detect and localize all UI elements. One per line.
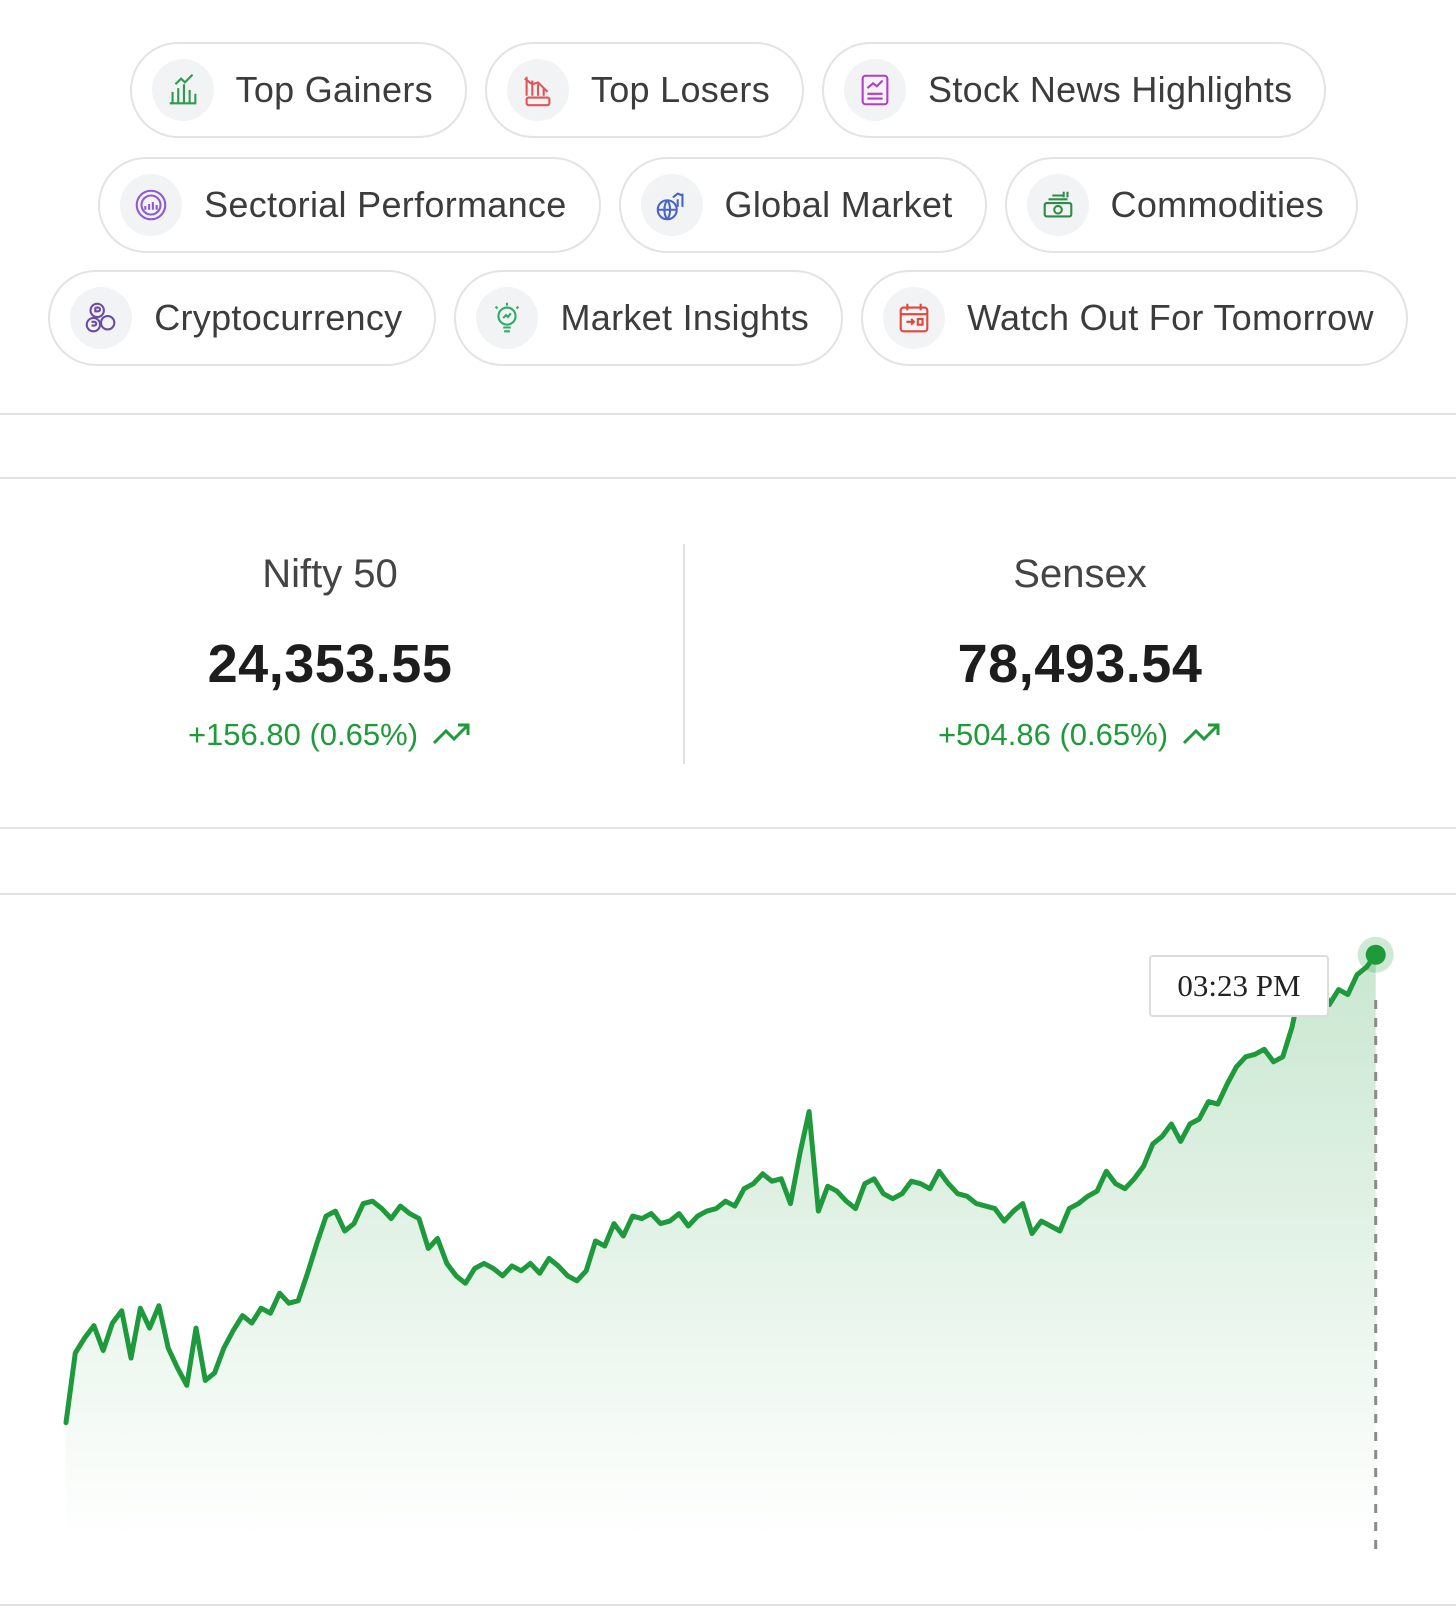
chip-commodities[interactable]: Commodities [1004,157,1358,253]
highlight-point [1365,944,1386,965]
cryptocurrency-icon [70,287,133,349]
chip-label: Commodities [1110,184,1324,225]
divider [0,413,1456,415]
index-name: Nifty 50 [262,552,398,596]
chip-top-losers[interactable]: Top Losers [484,42,805,138]
commodities-icon [1026,174,1089,236]
chip-global-market[interactable]: Global Market [618,157,987,253]
trend-up-icon [432,723,470,745]
tooltip-time: 03:23 PM [1177,968,1301,1003]
chart-series-line [63,952,1379,1426]
market-insights-icon [476,287,539,349]
chip-label: Global Market [724,184,953,225]
intraday-area-chart[interactable] [0,900,1456,1600]
index-nifty-50[interactable]: Nifty 50 24,353.55 +156.80 (0.65%) [30,480,630,828]
chip-market-insights[interactable]: Market Insights [454,270,844,366]
index-change: +504.86 (0.65%) [938,717,1222,753]
chip-cryptocurrency[interactable]: Cryptocurrency [48,270,437,366]
chip-watch-out-for-tomorrow[interactable]: Watch Out For Tomorrow [861,270,1408,366]
top-losers-icon [506,59,569,121]
index-sensex[interactable]: Sensex 78,493.54 +504.86 (0.65%) [780,480,1380,828]
chip-label: Watch Out For Tomorrow [967,297,1374,338]
divider [0,827,1456,829]
chart-area-fill [66,954,1376,1540]
index-change-text: +156.80 (0.65%) [187,717,419,752]
index-change: +156.80 (0.65%) [188,717,472,753]
chip-label: Market Insights [560,297,810,338]
top-gainers-icon [151,59,214,121]
chip-row-2: Sectorial Performance Global Market Comm… [0,157,1456,253]
index-summary: Nifty 50 24,353.55 +156.80 (0.65%) Sense… [0,480,1456,828]
chip-label: Cryptocurrency [154,297,403,338]
chip-top-gainers[interactable]: Top Gainers [129,42,467,138]
divider [0,477,1456,479]
chip-stock-news-highlights[interactable]: Stock News Highlights [822,42,1327,138]
index-value: 24,353.55 [207,634,453,694]
chip-label: Sectorial Performance [204,184,567,225]
index-value: 78,493.54 [957,634,1203,694]
chip-label: Top Losers [590,69,771,110]
divider [0,893,1456,895]
calendar-icon [883,287,946,349]
divider [0,1604,1456,1606]
chart-tooltip: 03:23 PM [1149,955,1329,1017]
news-highlights-icon [844,59,907,121]
chip-row-3: Cryptocurrency Market Insights Watch Out… [0,270,1456,366]
chip-label: Top Gainers [235,69,433,110]
trend-up-icon [1182,723,1220,745]
index-name: Sensex [1013,552,1147,596]
vertical-divider [683,544,685,764]
global-market-icon [640,174,703,236]
chip-row-1: Top Gainers Top Losers Stock News Highli… [0,42,1456,138]
sector-performance-icon [120,174,183,236]
chip-label: Stock News Highlights [928,69,1293,110]
chip-sectorial-performance[interactable]: Sectorial Performance [98,157,601,253]
index-change-text: +504.86 (0.65%) [937,717,1169,752]
